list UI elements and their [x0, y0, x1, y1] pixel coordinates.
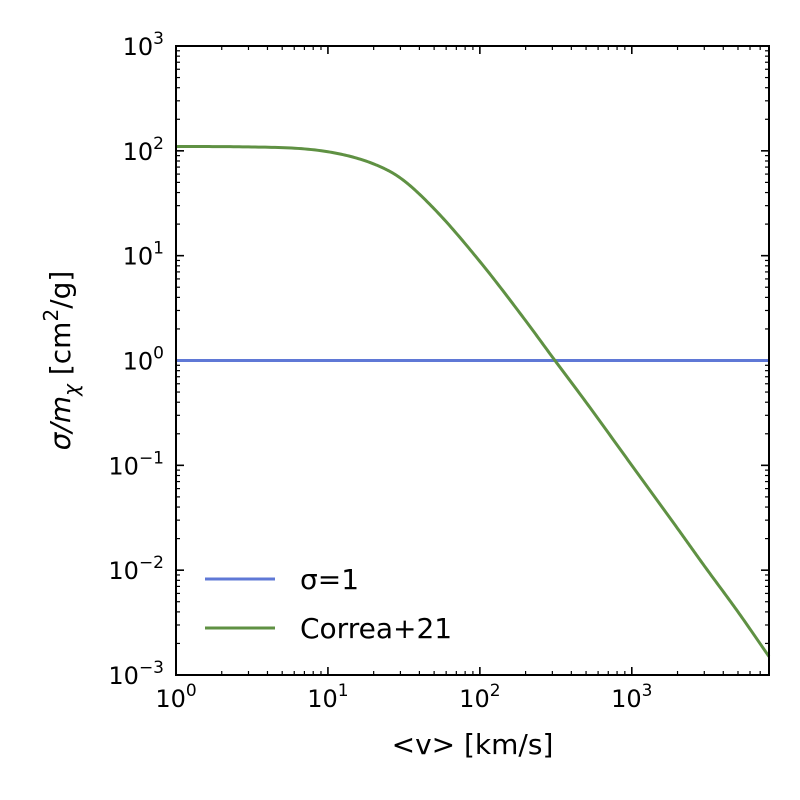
legend: σ=1 Correa+21	[205, 563, 452, 645]
series-line-1	[175, 144, 771, 658]
y-axis-label: σ/mχ [cm2/g]	[39, 271, 83, 451]
x-tick-label: 102	[459, 681, 500, 713]
x-axis-label: <v> [km/s]	[392, 728, 554, 761]
legend-label-1: Correa+21	[300, 612, 452, 645]
plot-frame	[175, 45, 770, 676]
y-tick-label: 10−2	[108, 553, 164, 585]
y-axis-label-text: σ/mχ [cm2/g]	[39, 271, 83, 451]
tick-labels: 100 101 102 103 10−3 10−2 10−1 100 101 102 103	[108, 29, 652, 713]
x-tick-label: 103	[611, 681, 652, 713]
legend-label-0: σ=1	[300, 563, 359, 596]
x-tick-label: 100	[155, 681, 196, 713]
series-lines	[175, 144, 771, 658]
y-tick-label: 10−1	[108, 448, 164, 480]
y-tick-label: 10−3	[108, 658, 164, 690]
y-tick-label: 102	[123, 134, 164, 166]
y-tick-label: 103	[123, 29, 164, 61]
x-tick-label: 101	[307, 681, 348, 713]
y-tick-label: 101	[123, 239, 164, 271]
y-tick-label: 100	[123, 344, 164, 376]
